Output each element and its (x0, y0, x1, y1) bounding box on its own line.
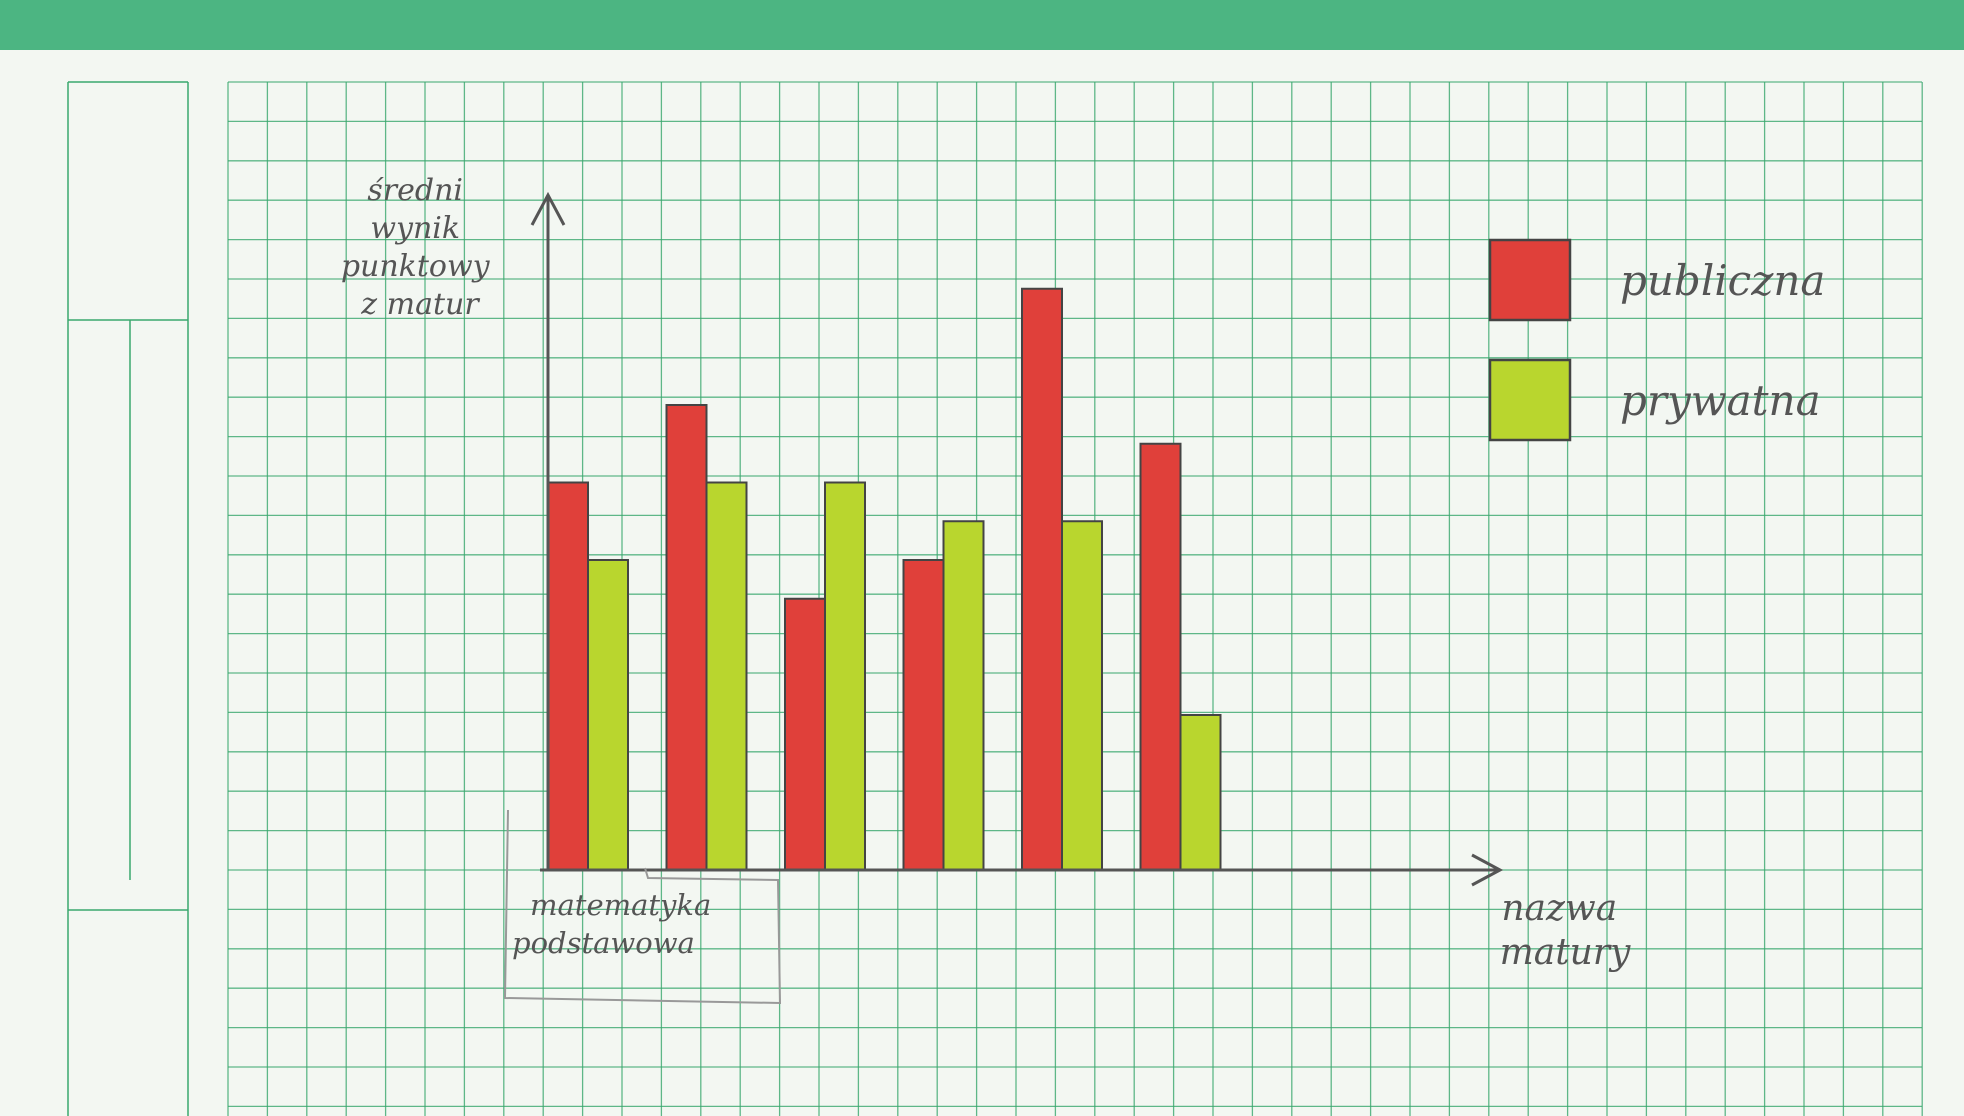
bars (547, 287, 1222, 871)
bar-publiczna-2 (665, 404, 708, 871)
bar-prywatna-5 (1061, 520, 1103, 871)
y-label-line: punktowy (341, 249, 491, 284)
bar-prywatna-1 (587, 559, 629, 871)
bar-publiczna-4 (902, 559, 945, 871)
category-label-line: matematyka (530, 888, 711, 922)
category-label-box (503, 809, 782, 1005)
bar-publiczna-1 (547, 481, 589, 871)
top-band (0, 0, 1964, 50)
bar-prywatna-3 (824, 481, 866, 871)
bar-prywatna-6 (1179, 714, 1222, 871)
bar-publiczna-5 (1021, 287, 1063, 871)
legend-label: prywatna (1620, 376, 1821, 425)
legend: publiczna prywatna (1488, 238, 1825, 442)
bar-publiczna-6 (1139, 442, 1182, 871)
legend-swatch (1488, 238, 1572, 322)
x-label-line: nazwa (1501, 888, 1617, 929)
category-label-line: podstawowa (512, 926, 695, 960)
y-axis-label: średni wynik punktowy z matur (341, 173, 499, 322)
axes (530, 191, 1504, 887)
bar-prywatna-4 (942, 520, 985, 871)
y-label-line: wynik (370, 211, 460, 246)
y-axis-arrow (530, 191, 566, 226)
y-label-line: z matur (360, 287, 480, 322)
x-label-line: matury (1500, 932, 1631, 973)
margin-lines (67, 81, 189, 1116)
x-axis-arrow (1471, 853, 1504, 887)
bar-prywatna-2 (705, 481, 748, 871)
y-label-line: średni (367, 173, 463, 208)
legend-swatch (1488, 358, 1572, 442)
legend-label: publiczna (1620, 256, 1825, 305)
category-label: matematyka podstawowa (512, 888, 721, 960)
bar-publiczna-3 (784, 597, 826, 871)
x-axis-label: nazwa matury (1500, 888, 1631, 973)
